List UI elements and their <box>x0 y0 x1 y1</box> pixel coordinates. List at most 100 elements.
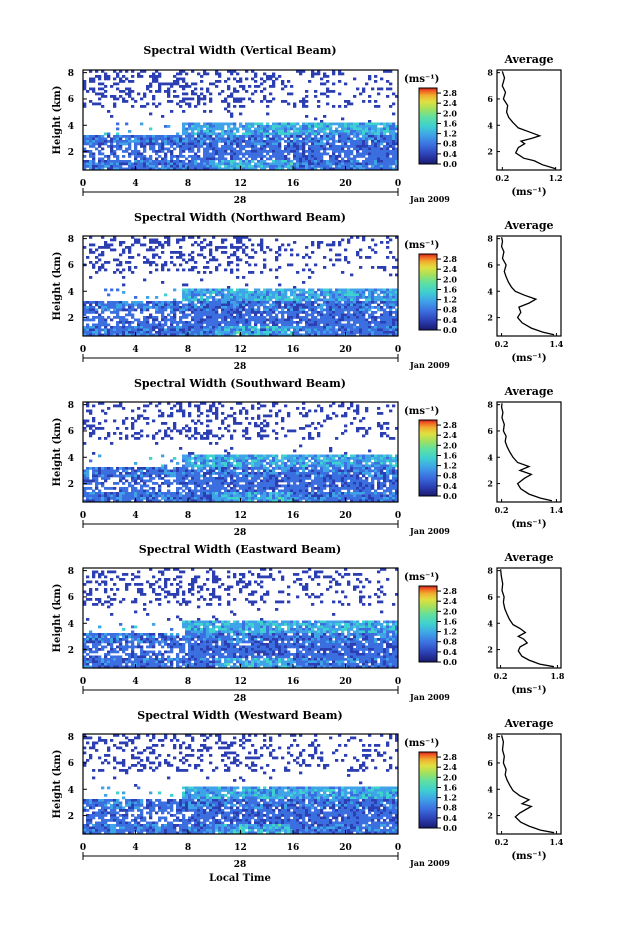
heatmap-cell <box>245 160 249 163</box>
heatmap-cell <box>290 318 294 322</box>
heatmap-cell <box>164 82 168 86</box>
heatmap-cell <box>290 311 294 314</box>
heatmap-cell <box>389 152 393 156</box>
heatmap-cell <box>275 316 279 319</box>
heatmap-cell <box>311 467 315 470</box>
heatmap-cell <box>278 132 282 136</box>
heatmap-cell <box>128 92 132 96</box>
heatmap-cell <box>353 457 357 460</box>
heatmap-cell <box>254 454 258 458</box>
heatmap-cell <box>326 147 330 151</box>
heatmap-cell <box>251 150 255 153</box>
heatmap-cell <box>161 414 165 418</box>
heatmap-cell <box>86 256 90 259</box>
heatmap-cell <box>83 419 87 423</box>
heatmap-cell <box>356 298 360 302</box>
heatmap-cell <box>356 137 360 141</box>
heatmap-cell <box>218 469 222 473</box>
heatmap-cell <box>182 291 186 294</box>
heatmap-cell <box>386 291 390 294</box>
heatmap-cell <box>206 288 210 292</box>
heatmap-cell <box>134 469 138 473</box>
heatmap-cell <box>107 308 111 312</box>
heatmap-cell <box>272 318 276 322</box>
heatmap-cell <box>158 409 162 413</box>
heatmap-cell <box>272 293 276 297</box>
heatmap-cell <box>395 288 399 292</box>
heatmap-cell <box>152 253 156 257</box>
heatmap-cell <box>152 323 156 327</box>
heatmap-cell <box>113 472 117 475</box>
heatmap-cell <box>146 321 150 324</box>
heatmap-cell <box>347 457 351 460</box>
heatmap-cell <box>269 464 273 468</box>
heatmap-cell <box>350 316 354 319</box>
heatmap-cell <box>128 328 132 332</box>
heatmap-cell <box>311 462 315 465</box>
heatmap-cell <box>143 142 147 146</box>
colorbar-tick-label: 1.2 <box>443 295 457 305</box>
heatmap-cell <box>344 135 348 138</box>
average-y-tick-label: 8 <box>487 234 493 244</box>
heatmap-cell <box>245 132 249 136</box>
heatmap-cell <box>134 266 138 269</box>
heatmap-cell <box>380 326 384 329</box>
heatmap-cell <box>242 165 246 168</box>
heatmap-cell <box>383 454 387 458</box>
heatmap-cell <box>278 283 282 287</box>
heatmap-cell <box>131 469 135 473</box>
heatmap-cell <box>269 150 273 153</box>
heatmap-cell <box>317 404 321 408</box>
heatmap-cell <box>383 266 387 269</box>
heatmap-cell <box>230 70 234 73</box>
heatmap-cell <box>242 147 246 151</box>
heatmap-cell <box>290 288 294 292</box>
heatmap-cell <box>338 323 342 327</box>
heatmap-cell <box>359 140 363 143</box>
heatmap-cell <box>365 464 369 468</box>
plot-frame <box>82 235 399 337</box>
heatmap-cell <box>125 142 129 146</box>
heatmap-cell <box>89 301 93 304</box>
heatmap-cell <box>353 132 357 136</box>
heatmap-cell <box>374 105 378 108</box>
heatmap-cell <box>389 87 393 91</box>
heatmap-cell <box>395 313 399 317</box>
heatmap-cell <box>257 402 261 405</box>
heatmap-cell <box>140 301 144 304</box>
heatmap-cell <box>350 127 354 131</box>
heatmap-cell <box>215 313 219 317</box>
heatmap-cell <box>305 122 309 126</box>
heatmap-cell <box>371 321 375 324</box>
heatmap-cell <box>89 276 93 279</box>
heatmap-cell <box>248 291 252 294</box>
heatmap-cell <box>320 288 324 292</box>
heatmap-cell <box>386 236 390 239</box>
heatmap-cell <box>275 457 279 460</box>
heatmap-cell <box>155 135 159 138</box>
heatmap-cell <box>182 132 186 136</box>
heatmap-cell <box>329 296 333 299</box>
heatmap-cell <box>317 125 321 128</box>
heatmap-cell <box>83 165 87 168</box>
heatmap-cell <box>149 326 153 329</box>
heatmap-cell <box>329 90 333 93</box>
heatmap-cell <box>212 321 216 324</box>
heatmap-cell <box>377 92 381 96</box>
heatmap-cell <box>236 263 240 267</box>
heatmap-cell <box>293 157 297 161</box>
heatmap-cell <box>188 132 192 136</box>
heatmap-cell <box>308 80 312 83</box>
heatmap-cell <box>173 95 177 98</box>
heatmap-cell <box>257 132 261 136</box>
heatmap-cell <box>260 125 264 128</box>
heatmap-cell <box>182 331 186 334</box>
heatmap-cell <box>329 291 333 294</box>
heatmap-cell <box>170 155 174 158</box>
heatmap-cell <box>155 268 159 272</box>
heatmap-cell <box>98 157 102 161</box>
heatmap-cell <box>224 157 228 161</box>
heatmap-cell <box>122 467 126 470</box>
heatmap-cell <box>290 263 294 267</box>
heatmap-cell <box>188 293 192 297</box>
